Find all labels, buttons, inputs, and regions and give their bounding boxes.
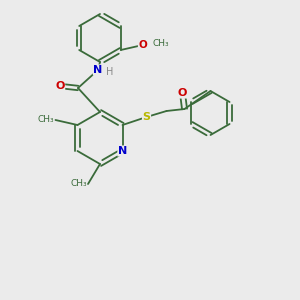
Text: H: H bbox=[106, 67, 113, 77]
Text: N: N bbox=[118, 146, 127, 156]
Text: N: N bbox=[93, 65, 103, 75]
Text: CH₃: CH₃ bbox=[38, 116, 55, 124]
Text: CH₃: CH₃ bbox=[70, 179, 87, 188]
Text: CH₃: CH₃ bbox=[153, 40, 169, 49]
Text: S: S bbox=[142, 112, 151, 122]
Text: O: O bbox=[138, 40, 147, 50]
Text: O: O bbox=[55, 81, 65, 91]
Text: O: O bbox=[178, 88, 187, 98]
